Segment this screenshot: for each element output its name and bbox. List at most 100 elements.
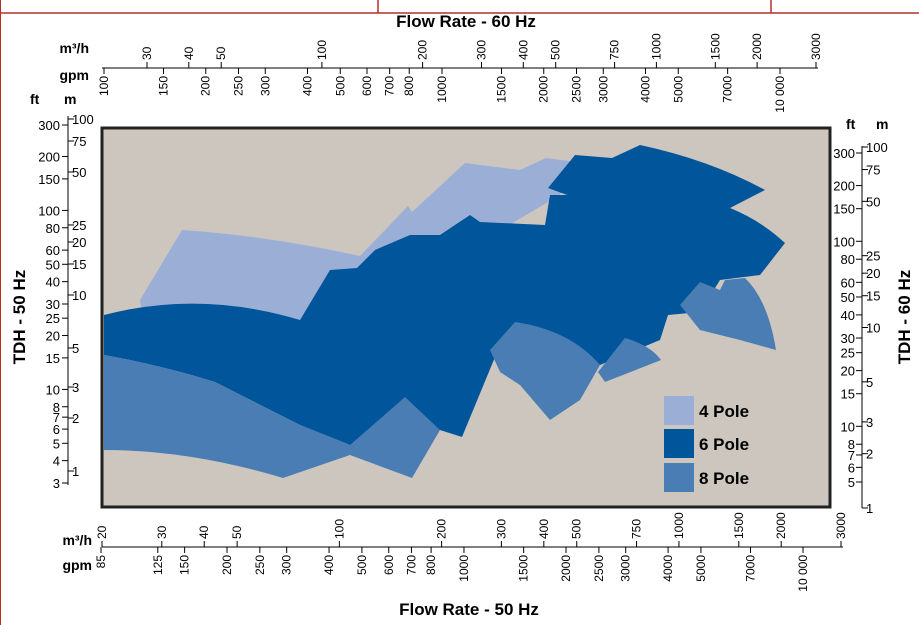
right-ft-tick-label: 300: [833, 146, 855, 161]
top-gpm-tick-label: 150: [157, 76, 171, 96]
top-m3h-tick-label: 300: [475, 40, 489, 60]
bottom-gpm-tick-label: 300: [280, 555, 294, 575]
bottom-m3h-tick-label: 30: [155, 525, 169, 539]
top-m3h-tick-label: 750: [608, 40, 622, 60]
legend-swatch-6-pole: [664, 429, 694, 458]
left-ft-tick-label: 7: [53, 410, 60, 425]
bottom-m3h-tick-label: 2000: [774, 512, 788, 539]
right-ft-tick-label: 60: [841, 275, 855, 290]
left-ft-tick-label: 25: [46, 311, 60, 326]
bottom-gpm-tick-label: 250: [253, 555, 267, 575]
right-ft-tick-label: 40: [841, 308, 855, 323]
top-gpm-tick-label: 1500: [495, 76, 509, 103]
top-axis-title: Flow Rate - 60 Hz: [396, 12, 536, 31]
regions: [104, 145, 785, 478]
bottom-gpm-tick-label: 1500: [517, 555, 531, 582]
legend-label-6-pole: 6 Pole: [699, 435, 749, 454]
right-ft-tick-label: 7: [848, 448, 855, 463]
bottom-gpm-tick-label: 2500: [592, 555, 606, 582]
top-gpm-tick-label: 700: [383, 76, 397, 96]
top-gpm-tick-label: 800: [402, 76, 416, 96]
top-gpm-tick-label: 10 000: [773, 76, 787, 113]
right-ft-tick-label: 100: [833, 234, 855, 249]
right-m-tick-label: 5: [866, 375, 873, 390]
top-m3h-tick-label: 30: [140, 46, 154, 60]
right-ft-tick-label: 5: [848, 475, 855, 490]
top-gpm-tick-label: 600: [360, 76, 374, 96]
top-m3h-tick-label: 40: [182, 46, 196, 60]
right-ft-tick-label: 15: [841, 387, 855, 402]
right-m-tick-label: 3: [866, 415, 873, 430]
bottom-gpm-tick-label: 700: [404, 555, 418, 575]
left-m-tick-label: 20: [72, 235, 86, 250]
top-m3h-tick-label: 50: [214, 46, 228, 60]
bottom-m3h-tick-label: 200: [435, 519, 449, 539]
region-8-pole-mid: [490, 322, 600, 420]
right-m-tick-label: 1: [866, 501, 873, 516]
left-m-tick-label: 5: [72, 341, 79, 356]
bottom-m3h-tick-label: 40: [197, 525, 211, 539]
top-gpm-unit: gpm: [59, 67, 89, 83]
top-gpm-tick-label: 4000: [638, 76, 652, 103]
bottom-gpm-tick-label: 10 000: [796, 555, 810, 592]
top-gpm-tick-label: 250: [232, 76, 246, 96]
left-m-tick-label: 1: [72, 464, 79, 479]
bottom-gpm-tick-label: 85: [94, 555, 108, 569]
left-ft-tick-label: 30: [46, 297, 60, 312]
left-ft-tick-label: 40: [46, 275, 60, 290]
bottom-m3h-tick-label: 500: [570, 519, 584, 539]
legend-label-4-pole: 4 Pole: [699, 402, 749, 421]
legend-label-8-pole: 8 Pole: [699, 469, 749, 488]
left-m-tick-label: 3: [72, 380, 79, 395]
left-ft-tick-label: 15: [46, 351, 60, 366]
region-8-pole-left: [104, 355, 440, 478]
bottom-m3h-tick-label: 1500: [732, 512, 746, 539]
right-m-tick-label: 100: [866, 140, 888, 155]
top-m3h-tick-label: 100: [315, 40, 329, 60]
bottom-m3h-tick-label: 3000: [834, 512, 848, 539]
right-ft-tick-label: 30: [841, 331, 855, 346]
left-ft-unit: ft: [30, 91, 40, 107]
top-m3h-tick-label: 1500: [708, 33, 722, 60]
region-8-pole-right: [680, 278, 776, 350]
legend-swatch-8-pole: [664, 463, 694, 492]
right-m-tick-label: 10: [866, 321, 880, 336]
bottom-gpm-tick-label: 7000: [743, 555, 757, 582]
legend: 4 Pole 6 Pole 8 Pole: [664, 396, 749, 492]
left-m-tick-label: 100: [72, 112, 94, 127]
right-m-unit: m: [876, 116, 888, 132]
bottom-m3h-tick-label: 50: [230, 525, 244, 539]
top-m3h-tick-label: 3000: [809, 33, 823, 60]
top-gpm-tick-label: 200: [199, 76, 213, 96]
top-gpm-tick-label: 1000: [435, 76, 449, 103]
top-gpm-tick-label: 7000: [721, 76, 735, 103]
right-ft-tick-label: 20: [841, 364, 855, 379]
right-ft-tick-label: 10: [841, 419, 855, 434]
left-ft-tick-label: 10: [46, 382, 60, 397]
bottom-gpm-tick-label: 800: [424, 555, 438, 575]
legend-swatch-4-pole: [664, 396, 694, 425]
left-ft-tick-label: 5: [53, 436, 60, 451]
top-gpm-tick-label: 5000: [671, 76, 685, 103]
top-m3h-tick-label: 400: [516, 40, 530, 60]
right-m-tick-label: 25: [866, 249, 880, 264]
bottom-gpm-tick-label: 200: [220, 555, 234, 575]
left-m-unit: m: [64, 91, 76, 107]
top-gpm-tick-label: 2000: [537, 76, 551, 103]
left-ft-tick-label: 4: [53, 454, 60, 469]
region-6-pole: [104, 145, 785, 445]
bottom-gpm-tick-label: 3000: [619, 555, 633, 582]
left-m-tick-label: 10: [72, 288, 86, 303]
bottom-gpm-tick-label: 600: [382, 555, 396, 575]
region-8-pole-right-small: [598, 338, 661, 382]
right-ft-tick-label: 150: [833, 202, 855, 217]
top-m3h-tick-label: 2000: [750, 33, 764, 60]
bottom-m3h-tick-label: 20: [95, 525, 109, 539]
left-ft-tick-label: 60: [46, 243, 60, 258]
left-m-tick-label: 75: [72, 134, 86, 149]
left-m-tick-label: 50: [72, 165, 86, 180]
left-ft-tick-label: 6: [53, 422, 60, 437]
bottom-gpm-tick-label: 4000: [661, 555, 675, 582]
right-m-tick-label: 75: [866, 163, 880, 178]
